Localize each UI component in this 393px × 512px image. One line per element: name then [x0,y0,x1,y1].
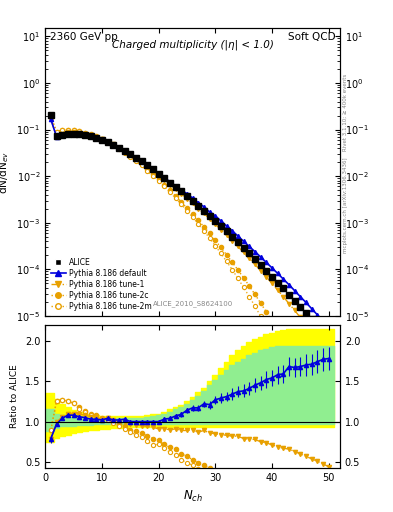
Text: ALICE_2010_S8624100: ALICE_2010_S8624100 [152,301,233,307]
Text: Rivet 3.1.10; ≥ 400k events: Rivet 3.1.10; ≥ 400k events [343,74,348,151]
Text: Soft QCD: Soft QCD [288,32,336,42]
Legend: ALICE, Pythia 8.186 default, Pythia 8.186 tune-1, Pythia 8.186 tune-2c, Pythia 8: ALICE, Pythia 8.186 default, Pythia 8.18… [49,257,153,312]
X-axis label: $N_{ch}$: $N_{ch}$ [183,489,202,504]
Y-axis label: dN/dN$_{ev}$: dN/dN$_{ev}$ [0,151,11,194]
Text: mcplots.cern.ch [arXiv:1306.3436]: mcplots.cern.ch [arXiv:1306.3436] [343,157,348,252]
Y-axis label: Ratio to ALICE: Ratio to ALICE [10,365,19,429]
Text: Charged multiplicity (|η| < 1.0): Charged multiplicity (|η| < 1.0) [112,39,274,50]
Text: 2360 GeV pp: 2360 GeV pp [50,32,118,42]
